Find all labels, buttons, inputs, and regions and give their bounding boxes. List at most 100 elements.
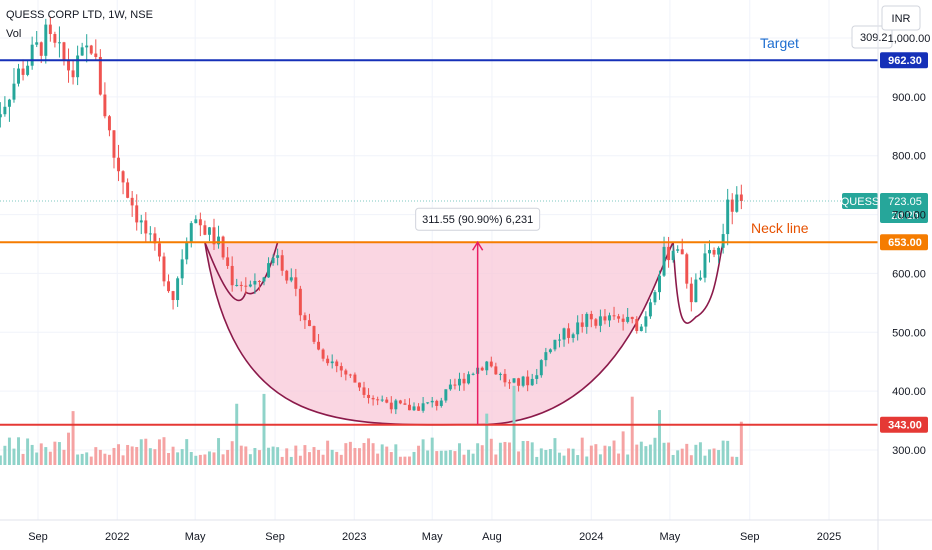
volume-bar (448, 450, 452, 465)
volume-bar (639, 441, 643, 465)
volume-bar (289, 456, 293, 465)
candle-body (244, 285, 248, 287)
candle-body (467, 374, 471, 384)
candle-body (26, 65, 30, 75)
volume-bar (421, 439, 425, 465)
volume-bar (257, 450, 261, 465)
y-tick-label: 600.00 (892, 268, 926, 280)
y-tick-label: 1,000.00 (888, 33, 931, 45)
volume-bar (485, 413, 489, 465)
volume-bar (667, 442, 671, 465)
volume-bar (112, 447, 116, 465)
volume-bar (444, 450, 448, 465)
volume-bar (517, 451, 521, 465)
candle-body (62, 42, 66, 61)
neck-price-tag (880, 234, 928, 251)
candle-body (389, 402, 393, 410)
volume-bar (621, 431, 625, 465)
volume-bar (498, 442, 502, 465)
candle-body (530, 378, 534, 386)
volume-bar (407, 456, 411, 465)
candle-body (407, 404, 411, 411)
volume-bar (476, 443, 480, 465)
candle-body (153, 233, 157, 244)
currency-button[interactable] (881, 5, 921, 31)
candle-body (0, 114, 2, 118)
candle-body (539, 360, 543, 376)
candle-body (589, 313, 593, 320)
candle-body (39, 42, 43, 56)
volume-bar (721, 440, 725, 465)
volume-bar (303, 445, 307, 465)
candle-body (321, 349, 325, 359)
volume-bar (176, 452, 180, 465)
measure-arrowhead (472, 240, 484, 251)
candle-body (503, 373, 507, 383)
candle-body (144, 220, 148, 234)
candle-body (30, 44, 34, 66)
candle-body (694, 279, 698, 303)
candle-body (367, 394, 371, 398)
volume-bar (521, 441, 525, 465)
candle-body (403, 403, 407, 405)
volume-bar (30, 444, 34, 465)
volume-bar (558, 452, 561, 465)
candle-body (535, 375, 539, 379)
candle-body (121, 171, 125, 183)
candle-body (339, 366, 343, 371)
volume-bar (0, 455, 2, 465)
candle-body (362, 387, 366, 395)
support-price-label: 343.00 (888, 420, 922, 432)
volume-bar (480, 445, 484, 465)
candle-body (248, 284, 252, 287)
candle-body (453, 384, 457, 386)
volume-bar (230, 441, 234, 465)
candle-body (276, 255, 280, 258)
volume-label: Vol (6, 28, 22, 40)
candle-body (335, 361, 339, 367)
candlestick-series (0, 16, 743, 415)
y-tick-label: 900.00 (892, 92, 926, 104)
measure-box (415, 207, 541, 231)
volume-bar (194, 455, 198, 465)
candle-body (198, 219, 202, 226)
candle-body (385, 399, 389, 403)
candle-body (562, 328, 566, 340)
volume-bar (658, 410, 661, 465)
candle-body (653, 292, 657, 303)
candle-body (485, 361, 489, 371)
symbol-tag (842, 193, 878, 210)
x-tick-label: 2025 (817, 531, 841, 543)
volume-bar (53, 441, 57, 465)
x-tick-label: May (660, 531, 681, 543)
volume-bar (594, 444, 598, 465)
candle-body (712, 249, 716, 255)
candle-body (171, 291, 175, 301)
candle-body (330, 361, 334, 364)
volume-bar (644, 446, 648, 465)
volume-bar (535, 456, 539, 465)
candle-body (548, 349, 552, 353)
candle-body (494, 366, 498, 375)
volume-bar (608, 446, 611, 465)
candle-body (148, 233, 152, 235)
neck-price-label: 653.00 (888, 237, 922, 249)
volume-bar (539, 448, 543, 465)
volume-bar (580, 437, 584, 465)
candle-body (98, 56, 102, 95)
candle-body (357, 382, 361, 388)
volume-bar (298, 455, 302, 465)
candle-body (257, 280, 261, 282)
candle-body (426, 402, 430, 404)
candle-body (567, 328, 571, 338)
volume-bar (739, 421, 743, 465)
y-tick-label: 400.00 (892, 386, 926, 398)
y-tick-label: 500.00 (892, 327, 926, 339)
volume-bar (462, 454, 466, 465)
target-price-tag (880, 52, 928, 69)
candle-body (626, 316, 630, 322)
volume-bar (276, 447, 280, 465)
volume-bar (235, 403, 239, 465)
volume-bar (398, 456, 402, 465)
